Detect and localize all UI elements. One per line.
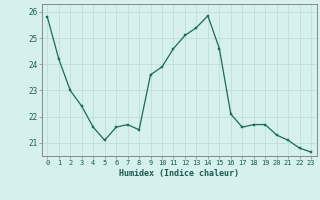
X-axis label: Humidex (Indice chaleur): Humidex (Indice chaleur): [119, 169, 239, 178]
